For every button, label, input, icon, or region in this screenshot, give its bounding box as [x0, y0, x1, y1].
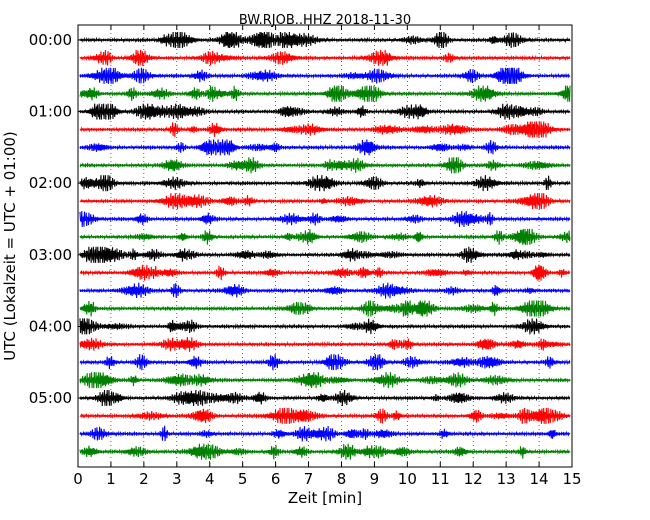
- seismogram-trace: [79, 139, 571, 156]
- seismogram-trace: [79, 228, 571, 245]
- seismogram-trace: [79, 443, 571, 460]
- x-tick-label: 14: [530, 470, 549, 488]
- x-axis-ticks: 0 1 2 3 4 5 6 7 8 9 10 11 12 13 14 15: [73, 25, 582, 488]
- seismogram-trace: [79, 49, 571, 66]
- seismogram-trace: [79, 157, 571, 174]
- seismogram-trace: [79, 175, 571, 192]
- seismogram-trace: [79, 425, 571, 442]
- seismogram-trace: [79, 264, 571, 281]
- x-tick-label: 0: [73, 470, 83, 488]
- x-tick-label: 6: [271, 470, 281, 488]
- seismogram-trace: [79, 210, 571, 228]
- y-axis-label: UTC (Lokalzeit = UTC + 01:00): [1, 131, 19, 361]
- x-tick-label: 9: [370, 470, 380, 488]
- x-tick-label: 2: [139, 470, 149, 488]
- seismogram-trace: [79, 318, 571, 335]
- seismogram-trace: [79, 67, 571, 84]
- y-tick-label: 02:00: [29, 174, 72, 192]
- x-axis-label: Zeit [min]: [288, 489, 362, 507]
- seismogram-trace: [79, 337, 571, 352]
- y-tick-label: 03:00: [29, 246, 72, 264]
- seismogram-trace: [79, 407, 571, 424]
- seismogram-trace: [79, 354, 571, 371]
- seismogram-trace: [79, 246, 571, 263]
- x-tick-label: 7: [304, 470, 314, 488]
- seismogram-trace: [79, 300, 571, 317]
- y-tick-label: 01:00: [29, 103, 72, 121]
- seismogram-traces: [79, 31, 571, 460]
- x-tick-label: 4: [205, 470, 215, 488]
- seismogram-trace: [79, 121, 571, 138]
- x-tick-label: 10: [398, 470, 417, 488]
- x-tick-label: 11: [431, 470, 450, 488]
- x-tick-label: 8: [337, 470, 347, 488]
- x-tick-label: 5: [238, 470, 248, 488]
- vertical-grid: [110, 25, 540, 467]
- x-tick-label: 1: [106, 470, 116, 488]
- chart-title: BW.RJOB..HHZ 2018-11-30: [239, 13, 411, 28]
- y-tick-label: 05:00: [29, 389, 72, 407]
- x-tick-label: 13: [497, 470, 516, 488]
- seismogram-trace: [79, 103, 571, 120]
- seismogram-trace: [79, 85, 571, 102]
- y-tick-label: 04:00: [29, 317, 72, 335]
- y-tick-label: 00:00: [29, 31, 72, 49]
- seismogram-trace: [79, 193, 571, 210]
- seismogram-trace: [79, 282, 571, 299]
- x-tick-label: 3: [172, 470, 182, 488]
- seismogram-trace: [79, 31, 571, 49]
- x-tick-label: 15: [562, 470, 581, 488]
- seismogram-trace: [79, 389, 571, 407]
- seismogram-trace: [79, 372, 571, 389]
- plot-frame: [77, 24, 573, 468]
- y-axis-ticks: 00:00 01:00 02:00 03:00 04:00 05:00: [29, 31, 83, 407]
- x-tick-label: 12: [464, 470, 483, 488]
